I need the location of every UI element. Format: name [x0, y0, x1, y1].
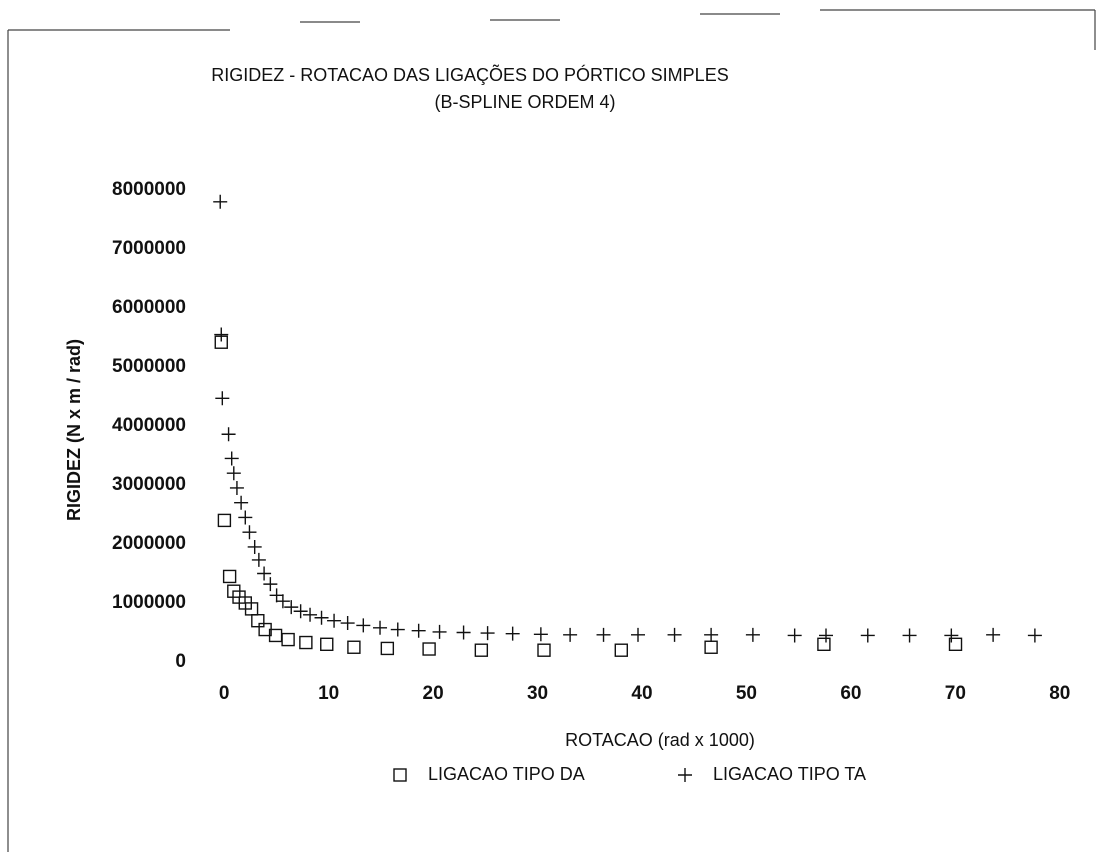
plus-marker	[533, 627, 548, 642]
square-marker	[347, 640, 361, 654]
plus-marker	[456, 625, 471, 640]
plus-marker	[229, 480, 244, 495]
plus-marker	[373, 620, 388, 635]
x-tick-label: 10	[318, 683, 339, 704]
x-tick-label: 80	[1049, 683, 1070, 704]
plus-marker	[263, 577, 278, 592]
chart-title: RIGIDEZ - ROTACAO DAS LIGAÇÕES DO PÓRTIC…	[211, 64, 728, 85]
plus-marker	[411, 623, 426, 638]
plus-marker	[390, 622, 405, 637]
plus-marker	[303, 607, 318, 622]
square-marker	[281, 632, 295, 647]
square-marker	[217, 513, 232, 528]
square-marker	[948, 637, 963, 651]
y-tick-label: 8000000	[112, 179, 186, 200]
x-tick-label: 0	[219, 683, 230, 704]
square-marker	[474, 643, 489, 657]
plus-marker	[242, 525, 257, 540]
plus-marker	[214, 327, 229, 342]
plus-marker	[787, 628, 802, 643]
plus-marker	[631, 627, 645, 642]
square-marker	[222, 569, 237, 584]
square-marker	[614, 643, 628, 657]
plus-marker	[251, 552, 266, 567]
plus-marker	[215, 391, 230, 406]
plus-marker	[356, 618, 371, 633]
plus-marker	[224, 451, 239, 466]
plus-marker	[314, 610, 329, 625]
legend-label: LIGACAO TIPO DA	[428, 764, 585, 784]
plus-marker	[293, 604, 308, 619]
plus-marker	[238, 510, 253, 525]
plus-marker	[986, 627, 1001, 642]
x-tick-label: 20	[423, 683, 444, 704]
y-tick-label: 5000000	[112, 356, 186, 377]
plus-marker	[667, 627, 682, 642]
y-axis-label: RIGIDEZ (N x m / rad)	[64, 339, 84, 521]
plus-marker	[221, 427, 236, 442]
plus-marker	[944, 628, 959, 643]
x-tick-label: 50	[736, 683, 757, 704]
plus-marker	[226, 466, 241, 481]
square-marker	[422, 642, 436, 656]
plus-marker	[340, 616, 355, 631]
square-marker	[537, 643, 551, 657]
y-tick-label: 6000000	[112, 297, 186, 318]
y-tick-label: 0	[175, 651, 186, 672]
x-tick-label: 70	[945, 683, 966, 704]
plus-marker	[432, 624, 447, 639]
chart-subtitle: (B-SPLINE ORDEM 4)	[434, 92, 615, 112]
plus-marker	[902, 628, 917, 643]
y-tick-label: 7000000	[112, 238, 186, 259]
plus-marker	[275, 594, 290, 609]
plus-marker	[1027, 628, 1042, 643]
square-marker	[251, 614, 265, 628]
x-tick-label: 60	[840, 683, 861, 704]
legend-label: LIGACAO TIPO TA	[713, 764, 866, 784]
square-marker	[704, 640, 718, 654]
plus-marker	[704, 627, 719, 642]
plus-marker	[234, 495, 249, 510]
square-marker	[299, 635, 313, 650]
plus-marker	[505, 626, 520, 641]
plus-marker	[257, 566, 272, 581]
y-tick-label: 1000000	[112, 592, 186, 613]
plus-marker	[269, 588, 284, 603]
frame	[7, 9, 1096, 852]
square-marker	[817, 637, 831, 651]
x-tick-label: 40	[631, 683, 652, 704]
y-tick-label: 4000000	[112, 415, 186, 436]
plus-marker	[819, 628, 833, 643]
plus-marker	[247, 539, 262, 554]
plus-marker	[327, 613, 342, 628]
square-marker	[393, 768, 407, 782]
y-tick-label: 3000000	[112, 474, 186, 495]
plus-marker	[745, 627, 760, 642]
plus-marker	[284, 600, 299, 615]
square-marker	[320, 637, 334, 651]
y-tick-label: 2000000	[112, 533, 186, 554]
plus-marker	[860, 628, 875, 643]
plus-marker	[213, 194, 228, 209]
plus-marker	[596, 627, 611, 642]
plus-marker	[678, 768, 692, 782]
plus-marker	[563, 627, 578, 642]
square-marker	[380, 641, 395, 656]
plus-marker	[480, 626, 495, 641]
x-tick-label: 30	[527, 683, 548, 704]
x-axis-label: ROTACAO (rad x 1000)	[565, 730, 755, 750]
